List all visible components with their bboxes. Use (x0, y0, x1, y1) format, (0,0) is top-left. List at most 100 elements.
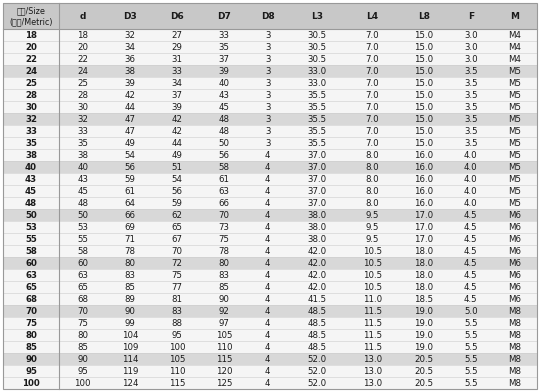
Text: 83: 83 (219, 270, 230, 279)
Text: 92: 92 (219, 307, 230, 316)
Text: 11.5: 11.5 (362, 330, 382, 339)
Bar (3, 281, 537, 293)
Text: 42.0: 42.0 (308, 258, 327, 267)
Text: 70: 70 (219, 211, 230, 220)
Text: 85: 85 (25, 343, 37, 352)
Bar (3, 377, 537, 389)
Text: 68: 68 (25, 294, 37, 303)
Text: 24: 24 (77, 67, 88, 76)
Text: 34: 34 (171, 78, 183, 87)
Text: 110: 110 (168, 367, 185, 376)
Text: 48: 48 (25, 198, 37, 207)
Text: 20: 20 (77, 42, 88, 51)
Text: D6: D6 (170, 11, 184, 20)
Text: d: d (79, 11, 86, 20)
Text: 55: 55 (25, 234, 37, 243)
Text: 18.0: 18.0 (414, 247, 433, 256)
Text: 40: 40 (219, 78, 230, 87)
Text: 4: 4 (265, 318, 271, 327)
Text: 规格/Size
(公尺/Metric): 规格/Size (公尺/Metric) (9, 6, 53, 26)
Bar (3, 329, 537, 341)
Text: 18: 18 (25, 31, 37, 40)
Text: 48.5: 48.5 (308, 343, 327, 352)
Bar (3, 53, 537, 65)
Text: 99: 99 (124, 318, 135, 327)
Bar (3, 77, 537, 89)
Text: 19.0: 19.0 (414, 330, 433, 339)
Text: 15.0: 15.0 (414, 31, 433, 40)
Text: 90: 90 (219, 294, 230, 303)
Text: 119: 119 (122, 367, 138, 376)
Text: 70: 70 (25, 307, 37, 316)
Text: 63: 63 (25, 270, 37, 279)
Text: 80: 80 (219, 258, 230, 267)
Text: 44: 44 (124, 102, 135, 111)
Text: 39: 39 (219, 67, 230, 76)
Text: 48.5: 48.5 (308, 307, 327, 316)
Bar (3, 341, 537, 353)
Text: 37: 37 (219, 54, 230, 64)
Text: 90: 90 (124, 307, 135, 316)
Text: 58: 58 (25, 247, 37, 256)
Text: 7.0: 7.0 (365, 138, 379, 147)
Text: 32: 32 (124, 31, 135, 40)
Text: M5: M5 (508, 198, 521, 207)
Text: 3.5: 3.5 (464, 114, 477, 123)
Text: 63: 63 (219, 187, 230, 196)
Text: 11.5: 11.5 (362, 307, 382, 316)
Text: 70: 70 (171, 247, 183, 256)
Text: 4.5: 4.5 (464, 223, 477, 232)
Text: 30: 30 (77, 102, 88, 111)
Text: 67: 67 (171, 234, 183, 243)
Text: 3: 3 (265, 78, 271, 87)
Text: 81: 81 (171, 294, 183, 303)
Text: 95: 95 (77, 367, 88, 376)
Text: 4.0: 4.0 (464, 174, 477, 183)
Text: 5.5: 5.5 (464, 343, 477, 352)
Text: 114: 114 (122, 354, 138, 363)
Text: D8: D8 (261, 11, 275, 20)
Text: 4.0: 4.0 (464, 187, 477, 196)
Text: 97: 97 (219, 318, 230, 327)
Text: 4: 4 (265, 294, 271, 303)
Text: M5: M5 (508, 114, 521, 123)
Text: 3: 3 (265, 31, 271, 40)
Text: 37.0: 37.0 (308, 198, 327, 207)
Text: 38: 38 (25, 151, 37, 160)
Text: 42: 42 (171, 127, 183, 136)
Text: 16.0: 16.0 (414, 187, 433, 196)
Text: M8: M8 (508, 379, 521, 388)
Text: 56: 56 (124, 163, 135, 172)
Text: 15.0: 15.0 (414, 102, 433, 111)
Text: M6: M6 (508, 223, 521, 232)
Text: 7.0: 7.0 (365, 67, 379, 76)
Text: 3.5: 3.5 (464, 138, 477, 147)
Text: 50: 50 (219, 138, 230, 147)
Text: 7.0: 7.0 (365, 127, 379, 136)
Text: 19.0: 19.0 (414, 318, 433, 327)
Text: 4: 4 (265, 330, 271, 339)
Text: 20.5: 20.5 (414, 379, 433, 388)
Text: 7.0: 7.0 (365, 102, 379, 111)
Text: M4: M4 (508, 31, 521, 40)
Text: 30.5: 30.5 (308, 31, 327, 40)
Text: 4.0: 4.0 (464, 151, 477, 160)
Text: M4: M4 (508, 42, 521, 51)
Text: 15.0: 15.0 (414, 78, 433, 87)
Text: 56: 56 (171, 187, 183, 196)
Text: M6: M6 (508, 283, 521, 292)
Text: 37: 37 (171, 91, 183, 100)
Text: 89: 89 (124, 294, 135, 303)
Text: M5: M5 (508, 163, 521, 172)
Text: 28: 28 (25, 91, 37, 100)
Text: 35: 35 (77, 138, 88, 147)
Text: 50: 50 (77, 211, 88, 220)
Text: 4.5: 4.5 (464, 234, 477, 243)
Text: L3: L3 (311, 11, 323, 20)
Text: 18.0: 18.0 (414, 258, 433, 267)
Text: 9.5: 9.5 (366, 211, 379, 220)
Text: 38.0: 38.0 (308, 223, 327, 232)
Text: 62: 62 (171, 211, 183, 220)
Text: 19.0: 19.0 (414, 307, 433, 316)
Text: 59: 59 (171, 198, 183, 207)
